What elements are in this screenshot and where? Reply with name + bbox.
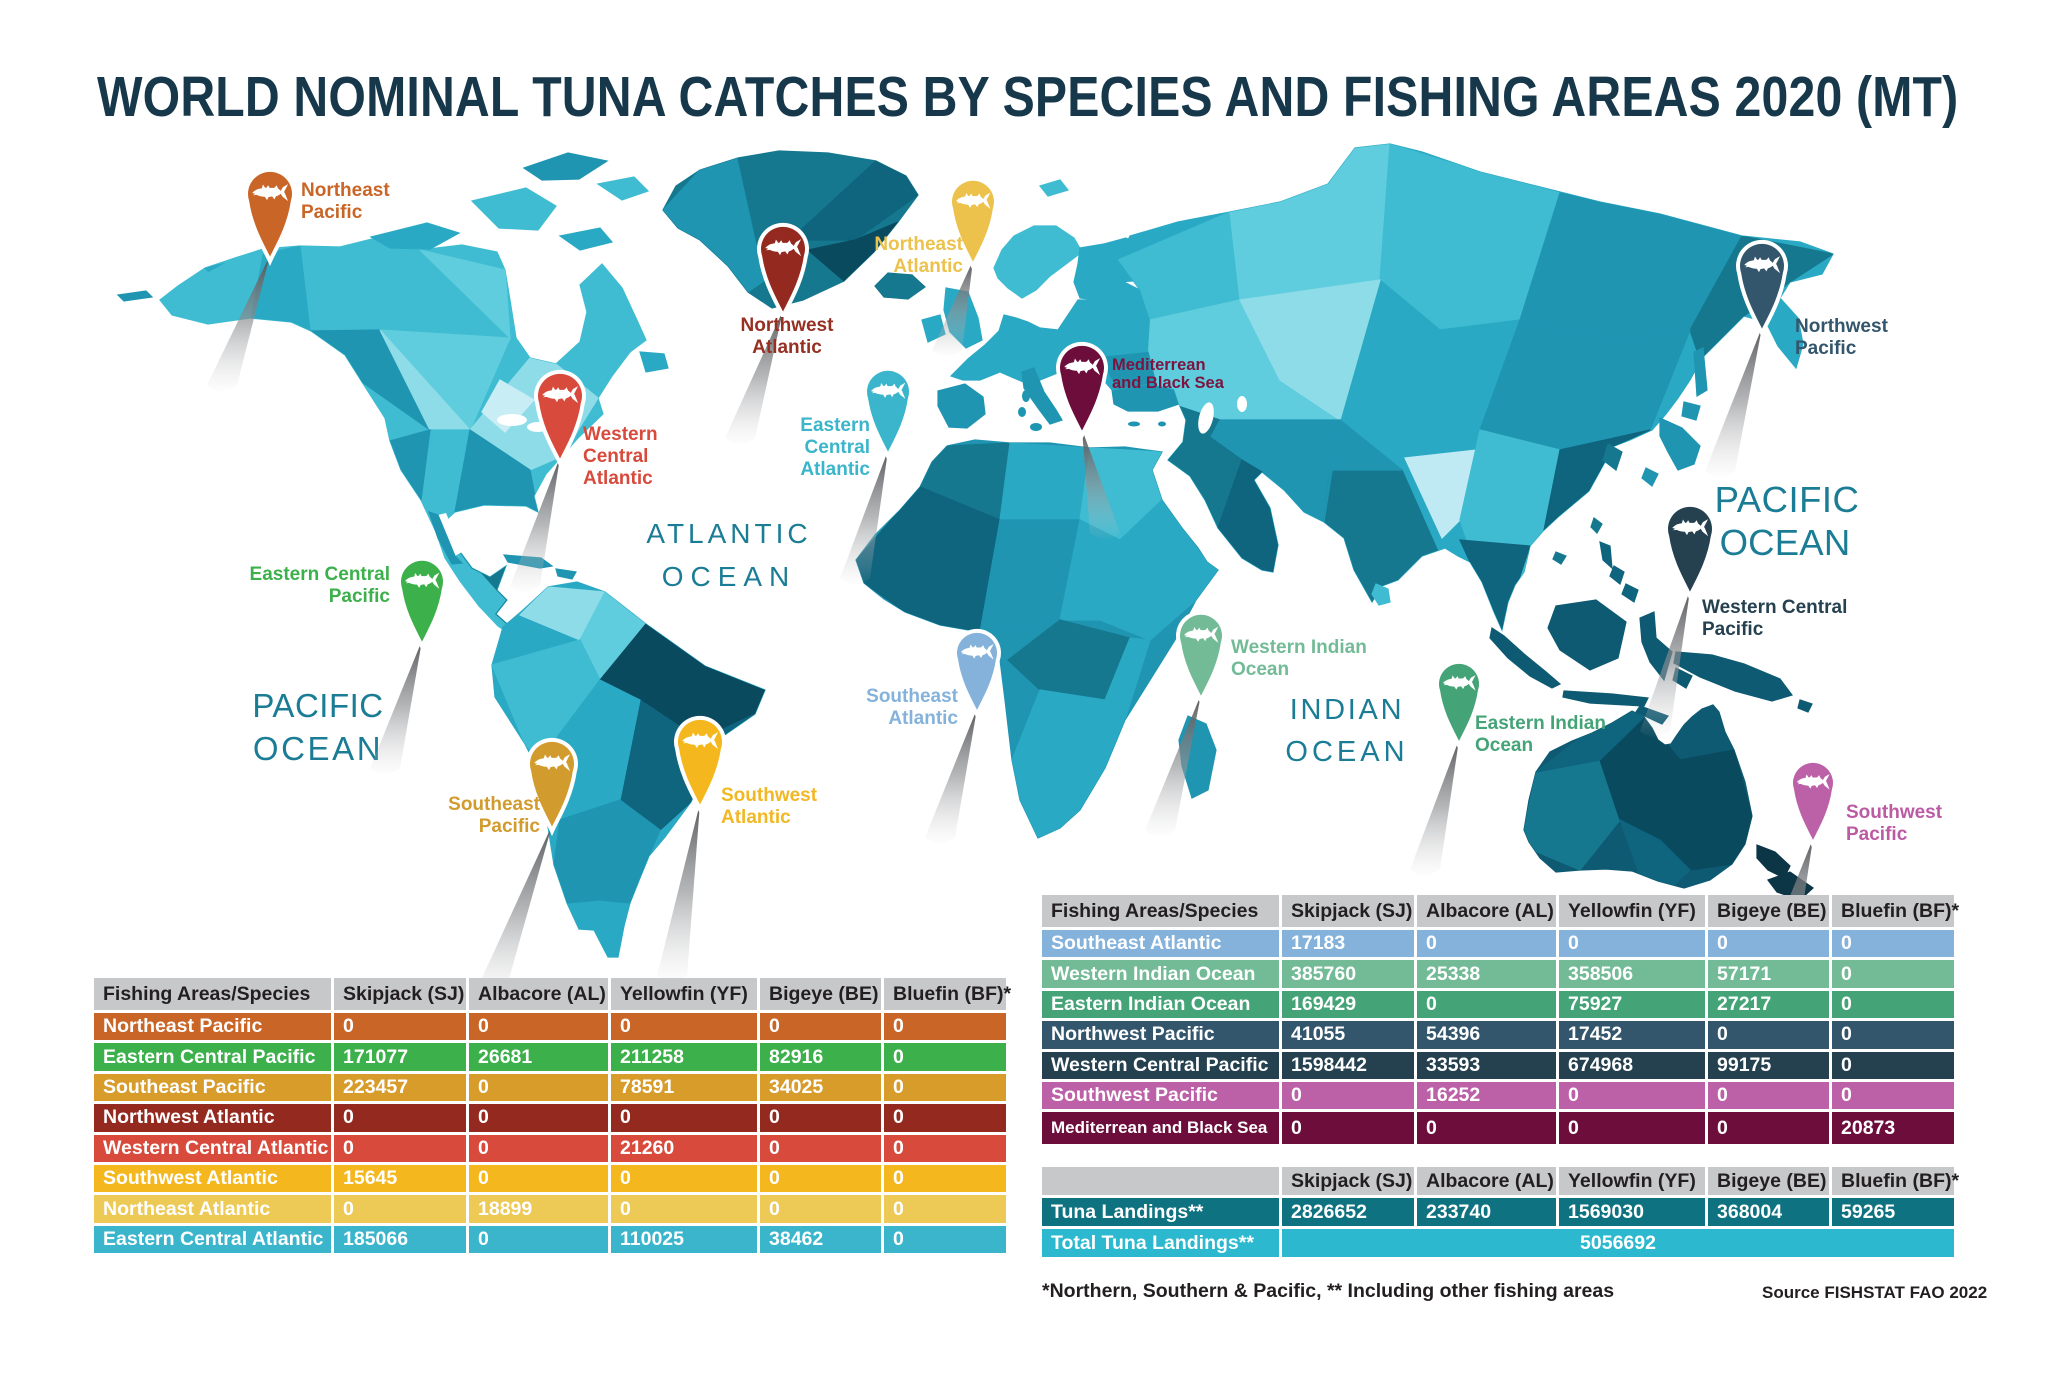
svg-text:Southeast: Southeast bbox=[866, 686, 959, 707]
svg-text:Pacific: Pacific bbox=[1702, 619, 1764, 640]
svg-text:PACIFIC: PACIFIC bbox=[1715, 479, 1860, 520]
svg-text:Eastern Indian: Eastern Indian bbox=[1475, 713, 1606, 734]
svg-text:Northwest: Northwest bbox=[741, 315, 835, 336]
svg-text:Mediterrean: Mediterrean bbox=[1112, 356, 1206, 374]
svg-text:Atlantic: Atlantic bbox=[888, 708, 958, 729]
svg-text:Northwest: Northwest bbox=[1795, 316, 1889, 337]
svg-text:Central: Central bbox=[583, 446, 648, 467]
svg-text:PACIFIC: PACIFIC bbox=[252, 687, 383, 724]
svg-text:Northeast: Northeast bbox=[874, 234, 963, 255]
svg-text:Pacific: Pacific bbox=[1846, 824, 1908, 845]
svg-text:Pacific: Pacific bbox=[1795, 338, 1857, 359]
svg-text:Atlantic: Atlantic bbox=[721, 807, 791, 828]
svg-text:OCEAN: OCEAN bbox=[253, 730, 383, 767]
svg-text:Ocean: Ocean bbox=[1231, 659, 1289, 680]
svg-text:Pacific: Pacific bbox=[479, 816, 541, 837]
svg-text:ATLANTIC: ATLANTIC bbox=[646, 518, 811, 549]
svg-text:OCEAN: OCEAN bbox=[662, 561, 797, 592]
svg-text:Atlantic: Atlantic bbox=[800, 459, 870, 480]
svg-text:Southwest: Southwest bbox=[1846, 802, 1943, 823]
svg-text:Atlantic: Atlantic bbox=[752, 337, 822, 358]
svg-text:Western Indian: Western Indian bbox=[1231, 637, 1367, 658]
svg-text:Northeast: Northeast bbox=[301, 180, 390, 201]
svg-text:Central: Central bbox=[805, 437, 870, 458]
svg-text:Atlantic: Atlantic bbox=[583, 468, 653, 489]
svg-text:Pacific: Pacific bbox=[329, 586, 391, 607]
svg-text:Western Central: Western Central bbox=[1702, 597, 1847, 618]
svg-text:Southeast: Southeast bbox=[448, 794, 541, 815]
svg-text:OCEAN: OCEAN bbox=[1720, 522, 1851, 563]
svg-text:Eastern Central: Eastern Central bbox=[250, 564, 390, 585]
svg-text:OCEAN: OCEAN bbox=[1285, 736, 1408, 768]
svg-text:Eastern: Eastern bbox=[800, 415, 870, 436]
svg-text:Southwest: Southwest bbox=[721, 785, 818, 806]
svg-text:Ocean: Ocean bbox=[1475, 735, 1533, 756]
svg-text:Pacific: Pacific bbox=[301, 202, 363, 223]
svg-text:Atlantic: Atlantic bbox=[893, 256, 963, 277]
svg-text:INDIAN: INDIAN bbox=[1290, 694, 1405, 726]
svg-text:Western: Western bbox=[583, 424, 658, 445]
svg-text:and Black Sea: and Black Sea bbox=[1112, 374, 1225, 392]
